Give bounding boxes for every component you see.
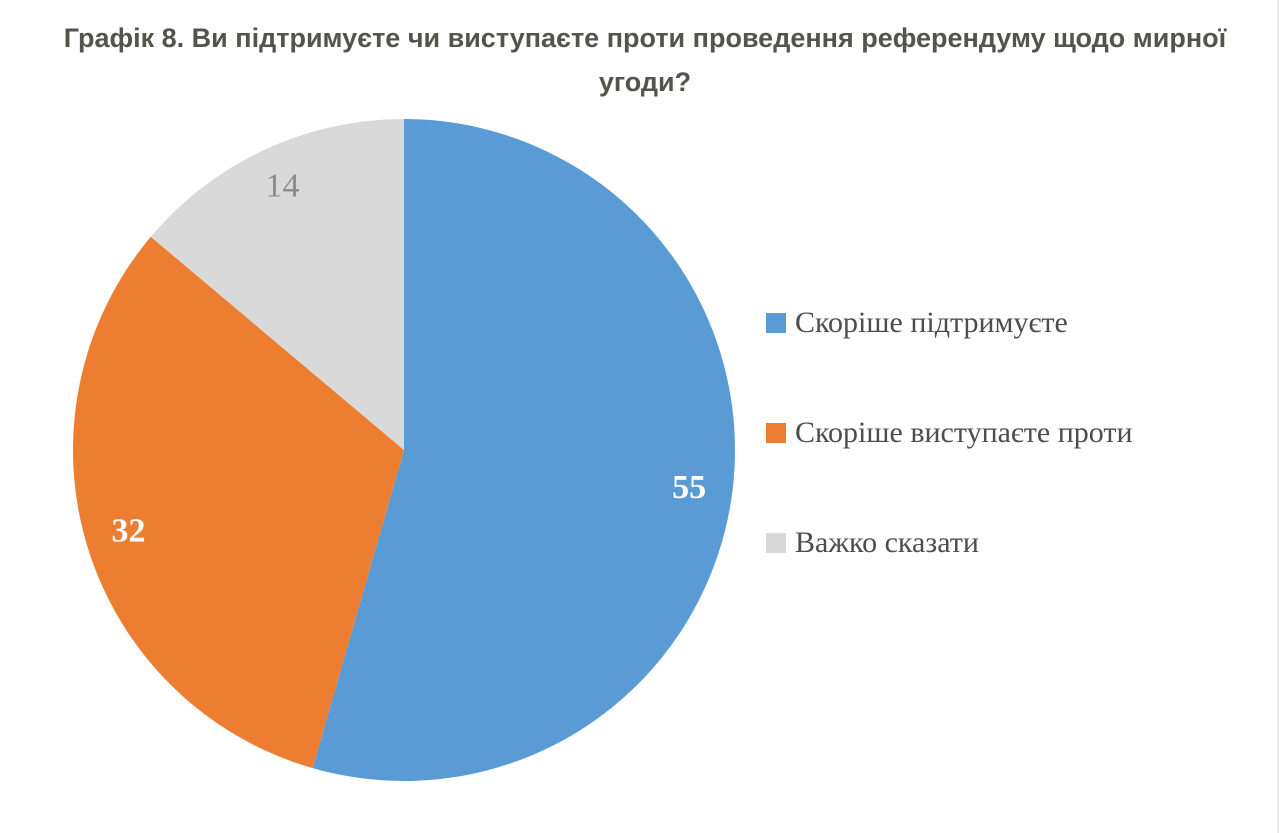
- slice-value-label-2: 14: [266, 168, 300, 205]
- legend-label-hard-to-say: Важко сказати: [795, 526, 979, 559]
- legend-item-support: Скоріше підтримуєте: [766, 305, 1133, 341]
- slice-value-label-1: 32: [112, 513, 146, 550]
- legend-swatch-blue: [766, 313, 786, 333]
- pie-slice-0: [312, 119, 735, 781]
- legend-swatch-gray: [766, 533, 786, 553]
- legend-swatch-orange: [766, 423, 786, 443]
- pie-slice-2: [150, 119, 404, 450]
- pie-slice-1: [72, 236, 404, 769]
- slice-value-label-0: 55: [672, 469, 706, 506]
- page-right-border: [1277, 0, 1279, 833]
- legend-item-hard-to-say: Важко сказати: [766, 525, 1133, 561]
- legend-item-oppose: Скоріше виступаєте проти: [766, 415, 1133, 451]
- chart-title: Графік 8. Ви підтримуєте чи виступаєте п…: [63, 23, 1227, 97]
- legend-label-oppose: Скоріше виступаєте проти: [795, 416, 1133, 449]
- legend: Скоріше підтримуєте Скоріше виступаєте п…: [766, 305, 1133, 635]
- legend-label-support: Скоріше підтримуєте: [795, 306, 1068, 339]
